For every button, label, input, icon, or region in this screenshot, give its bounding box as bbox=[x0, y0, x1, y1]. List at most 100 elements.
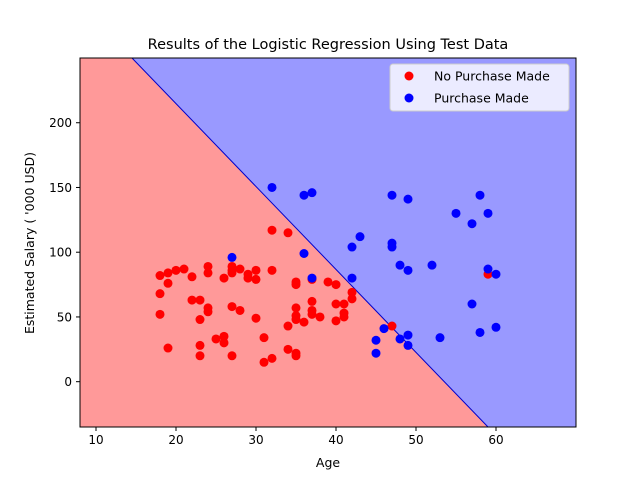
point-purchase bbox=[395, 334, 405, 344]
point-purchase bbox=[371, 335, 381, 345]
point-no-purchase bbox=[331, 299, 341, 309]
point-no-purchase bbox=[195, 351, 205, 361]
point-purchase bbox=[491, 269, 501, 279]
point-no-purchase bbox=[347, 287, 357, 297]
point-no-purchase bbox=[195, 315, 205, 325]
point-no-purchase bbox=[251, 313, 261, 323]
point-no-purchase bbox=[219, 331, 229, 341]
point-no-purchase bbox=[243, 273, 253, 283]
point-no-purchase bbox=[283, 321, 293, 331]
point-purchase bbox=[307, 273, 317, 283]
point-no-purchase bbox=[235, 305, 245, 315]
point-no-purchase bbox=[259, 333, 269, 343]
point-purchase bbox=[475, 327, 485, 337]
point-purchase bbox=[355, 232, 365, 242]
point-no-purchase bbox=[251, 265, 261, 275]
point-no-purchase bbox=[235, 264, 245, 274]
point-purchase bbox=[435, 333, 445, 343]
legend-marker-purchase bbox=[404, 93, 414, 103]
point-no-purchase bbox=[315, 312, 325, 322]
legend-box bbox=[389, 63, 570, 112]
point-purchase bbox=[467, 219, 477, 229]
chart-title: Results of the Logistic Regression Using… bbox=[148, 37, 509, 53]
point-purchase bbox=[395, 260, 405, 270]
point-no-purchase bbox=[203, 268, 213, 278]
point-no-purchase bbox=[307, 309, 317, 319]
point-purchase bbox=[403, 330, 413, 340]
point-no-purchase bbox=[179, 264, 189, 274]
y-tick-label: 100 bbox=[49, 246, 72, 260]
point-no-purchase bbox=[331, 316, 341, 326]
legend-marker-no-purchase bbox=[404, 71, 414, 81]
point-no-purchase bbox=[227, 351, 237, 361]
legend-label-purchase: Purchase Made bbox=[434, 91, 529, 106]
point-no-purchase bbox=[195, 340, 205, 350]
point-no-purchase bbox=[291, 315, 301, 325]
point-purchase bbox=[475, 190, 485, 200]
point-no-purchase bbox=[211, 334, 221, 344]
point-purchase bbox=[483, 208, 493, 218]
point-purchase bbox=[427, 260, 437, 270]
point-purchase bbox=[379, 324, 389, 334]
point-no-purchase bbox=[259, 357, 269, 367]
x-axis-ticks: 10 20 30 40 50 60 bbox=[88, 427, 504, 447]
y-axis-ticks: 0 50 100 150 200 bbox=[49, 116, 80, 389]
point-purchase bbox=[299, 190, 309, 200]
decision-regions bbox=[80, 58, 576, 427]
point-no-purchase bbox=[307, 296, 317, 306]
point-purchase bbox=[387, 242, 397, 252]
point-no-purchase bbox=[171, 265, 181, 275]
point-purchase bbox=[371, 348, 381, 358]
point-no-purchase bbox=[187, 272, 197, 282]
plot-frame bbox=[79, 57, 577, 428]
y-tick-label: 0 bbox=[64, 375, 72, 389]
point-no-purchase bbox=[387, 321, 397, 331]
point-no-purchase bbox=[163, 278, 173, 288]
x-tick-label: 40 bbox=[328, 433, 343, 447]
point-no-purchase bbox=[203, 261, 213, 271]
point-purchase bbox=[483, 264, 493, 274]
point-purchase bbox=[491, 322, 501, 332]
y-tick-label: 50 bbox=[57, 310, 72, 324]
point-no-purchase bbox=[155, 309, 165, 319]
x-tick-label: 10 bbox=[88, 433, 103, 447]
x-axis-label: Age bbox=[316, 455, 340, 470]
y-tick-label: 200 bbox=[49, 116, 72, 130]
point-no-purchase bbox=[155, 271, 165, 281]
x-tick-label: 20 bbox=[168, 433, 183, 447]
point-no-purchase bbox=[155, 289, 165, 299]
point-no-purchase bbox=[299, 317, 309, 327]
point-purchase bbox=[467, 299, 477, 309]
y-axis-label: Estimated Salary ( '000 USD) bbox=[22, 152, 37, 334]
point-purchase bbox=[403, 194, 413, 204]
point-no-purchase bbox=[283, 344, 293, 354]
point-no-purchase bbox=[227, 268, 237, 278]
point-purchase bbox=[227, 252, 237, 262]
x-tick-label: 30 bbox=[248, 433, 263, 447]
region-no-purchase bbox=[80, 58, 488, 427]
legend: No Purchase Made Purchase Made bbox=[389, 63, 570, 112]
legend-label-no-purchase: No Purchase Made bbox=[434, 69, 550, 84]
point-no-purchase bbox=[163, 343, 173, 353]
point-no-purchase bbox=[195, 295, 205, 305]
point-no-purchase bbox=[267, 265, 277, 275]
point-no-purchase bbox=[227, 302, 237, 312]
point-no-purchase bbox=[291, 303, 301, 313]
point-no-purchase bbox=[323, 277, 333, 287]
point-no-purchase bbox=[283, 228, 293, 238]
point-no-purchase bbox=[267, 353, 277, 363]
point-purchase bbox=[387, 190, 397, 200]
point-purchase bbox=[451, 208, 461, 218]
y-tick-label: 150 bbox=[49, 181, 72, 195]
scatter-points bbox=[155, 182, 501, 367]
point-no-purchase bbox=[291, 351, 301, 361]
point-no-purchase bbox=[331, 280, 341, 290]
decision-boundary bbox=[131, 58, 489, 427]
point-purchase bbox=[307, 188, 317, 198]
point-no-purchase bbox=[187, 295, 197, 305]
point-no-purchase bbox=[267, 225, 277, 235]
point-no-purchase bbox=[339, 312, 349, 322]
point-purchase bbox=[403, 265, 413, 275]
point-no-purchase bbox=[251, 274, 261, 284]
